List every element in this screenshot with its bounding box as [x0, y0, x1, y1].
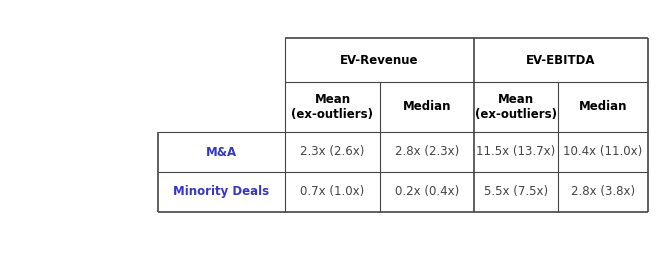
Text: Median: Median	[403, 101, 452, 114]
Text: 2.3x (2.6x): 2.3x (2.6x)	[300, 146, 364, 158]
Text: 0.2x (0.4x): 0.2x (0.4x)	[395, 185, 459, 198]
Text: Mean
(ex-outliers): Mean (ex-outliers)	[475, 93, 557, 121]
Text: Mean
(ex-outliers): Mean (ex-outliers)	[291, 93, 373, 121]
Text: 0.7x (1.0x): 0.7x (1.0x)	[300, 185, 364, 198]
Text: Median: Median	[579, 101, 627, 114]
Text: EV-Revenue: EV-Revenue	[340, 54, 419, 67]
Text: 10.4x (11.0x): 10.4x (11.0x)	[563, 146, 643, 158]
Text: 2.8x (3.8x): 2.8x (3.8x)	[571, 185, 635, 198]
Text: Minority Deals: Minority Deals	[174, 185, 269, 198]
Text: EV-EBITDA: EV-EBITDA	[526, 54, 596, 67]
Text: M&A: M&A	[206, 146, 237, 158]
Text: 2.8x (2.3x): 2.8x (2.3x)	[395, 146, 459, 158]
Text: 11.5x (13.7x): 11.5x (13.7x)	[476, 146, 555, 158]
Text: 5.5x (7.5x): 5.5x (7.5x)	[484, 185, 548, 198]
